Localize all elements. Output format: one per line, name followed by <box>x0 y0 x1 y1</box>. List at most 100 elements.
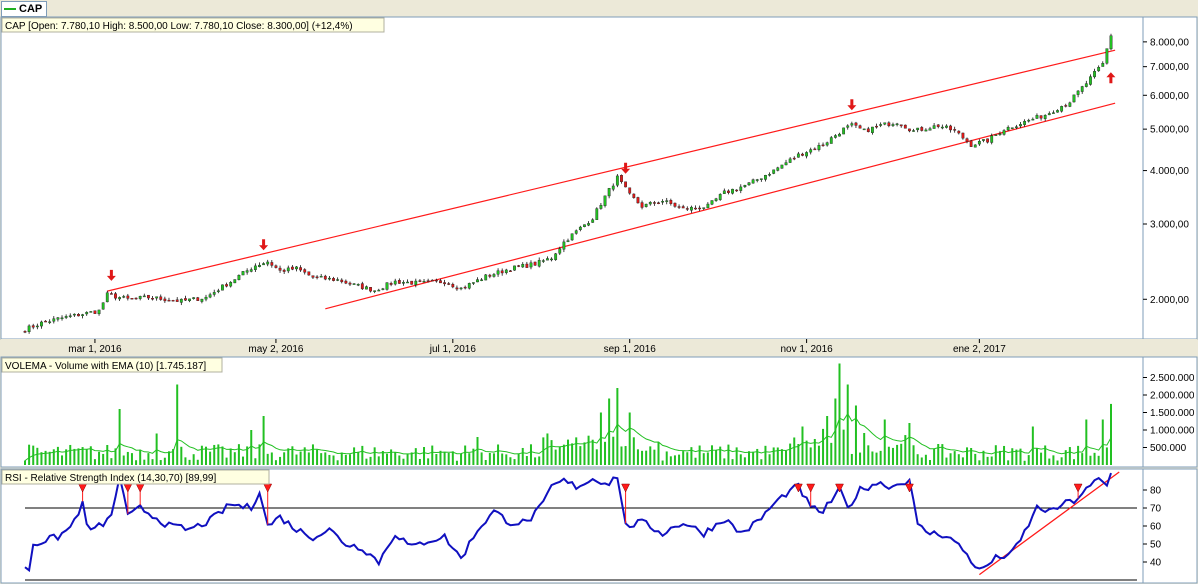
candle-body <box>52 318 56 322</box>
candle-body <box>85 311 89 315</box>
volume-bar <box>620 446 623 465</box>
volume-bar <box>599 412 602 465</box>
volume-bar <box>1110 403 1112 465</box>
candle-body <box>537 259 541 267</box>
candle-body <box>488 274 492 277</box>
price-panel: 2.000,00 3.000,00 4.000,00 5.000,00 6.000,00… <box>0 16 1198 340</box>
candle-body <box>270 262 274 266</box>
volume-bar <box>93 459 96 465</box>
candle-body <box>192 297 196 299</box>
volume-bar <box>291 446 294 465</box>
candle-body <box>1101 63 1105 67</box>
candle-body <box>389 283 393 285</box>
volume-bar <box>641 450 644 465</box>
candle-body <box>233 279 237 284</box>
candle-body <box>418 280 422 282</box>
candle-body <box>986 138 989 143</box>
candle-body <box>587 223 590 226</box>
volume-bar <box>126 451 129 465</box>
candle-body <box>636 197 640 204</box>
candle-body <box>459 287 463 290</box>
candle-body <box>274 265 278 268</box>
candle-body <box>578 226 582 230</box>
volume-bar <box>678 454 681 465</box>
candle-body <box>410 280 414 285</box>
rsi-panel: 40 50 60 70 80 RSI - Relative Strength Index… <box>0 468 1198 584</box>
volume-bar <box>311 444 314 465</box>
candle-body <box>336 279 340 281</box>
volume-bar <box>328 454 331 465</box>
candle-body <box>476 279 479 283</box>
candle-body <box>492 274 496 277</box>
candle-body <box>109 293 113 295</box>
volume-y-axis: 500.000 1.000.000 1.500.000 2.000.000 2.500.… <box>1143 373 1195 454</box>
volume-bar <box>567 439 569 465</box>
rsi-y-axis: 40 50 60 70 80 <box>1143 486 1162 569</box>
volume-bar <box>645 450 648 465</box>
x-tick-label: sep 1, 2016 <box>604 344 657 355</box>
candle-body <box>23 331 27 333</box>
candle-body <box>546 258 549 261</box>
volume-bar <box>920 457 923 465</box>
tab-cap[interactable]: CAP <box>1 1 48 17</box>
x-tick-label: mar 1, 2016 <box>68 344 122 355</box>
candle-body <box>241 271 245 276</box>
volume-bar <box>443 451 446 465</box>
price-y-tick-label: 5.000,00 <box>1150 125 1189 136</box>
candle-body <box>315 276 319 279</box>
candle-body <box>714 198 718 201</box>
volume-bar <box>77 448 80 465</box>
volume-bar <box>250 430 253 465</box>
volume-bar <box>636 449 639 465</box>
candle-body <box>982 139 985 141</box>
candle-body <box>887 122 891 127</box>
volume-bar <box>200 445 203 465</box>
volume-bar <box>320 453 323 465</box>
candle-body <box>504 269 508 273</box>
volume-bar <box>727 444 730 465</box>
volume-bar <box>686 452 689 465</box>
candle-body <box>356 284 360 286</box>
volume-bar <box>246 446 249 465</box>
candle-body <box>607 188 611 197</box>
volume-bar <box>402 458 405 465</box>
candle-body <box>1056 110 1059 113</box>
candle-body <box>780 164 784 169</box>
volume-bar <box>1031 426 1034 465</box>
volume-bar <box>163 457 166 465</box>
candle-body <box>599 205 603 209</box>
volume-bar <box>81 447 84 465</box>
candle-body <box>1023 120 1027 125</box>
volume-bar <box>1040 452 1043 465</box>
volume-bar <box>36 447 39 465</box>
volume-bar <box>118 409 121 465</box>
x-tick-label: nov 1, 2016 <box>780 344 833 355</box>
volume-bar <box>998 450 1001 465</box>
volume-bar <box>242 456 245 465</box>
rsi-panel-axis-bg <box>1142 468 1198 584</box>
candle-body <box>912 130 915 132</box>
candle-body <box>484 274 488 281</box>
candle-body <box>1068 102 1072 107</box>
volume-bar <box>710 445 713 465</box>
candle-body <box>451 284 455 288</box>
candle-body <box>903 124 907 129</box>
volume-bar <box>694 457 697 465</box>
volume-bar <box>361 445 364 465</box>
volume-bar <box>1019 448 1022 465</box>
tab-bar: CAP <box>0 0 1198 17</box>
volume-bar <box>970 448 973 465</box>
volume-bar <box>460 453 463 465</box>
volume-bar <box>353 447 356 465</box>
candle-body <box>821 144 825 147</box>
volume-bar <box>575 437 578 465</box>
candle-body <box>813 148 817 151</box>
rsi-marker-triangle <box>905 483 914 493</box>
candle-body <box>657 202 660 204</box>
candle-body <box>977 140 981 145</box>
candle-body <box>402 282 405 284</box>
volume-bar <box>262 416 265 465</box>
volume-bar <box>1052 455 1055 465</box>
volume-bar <box>513 459 516 465</box>
candle-body <box>1039 115 1043 119</box>
